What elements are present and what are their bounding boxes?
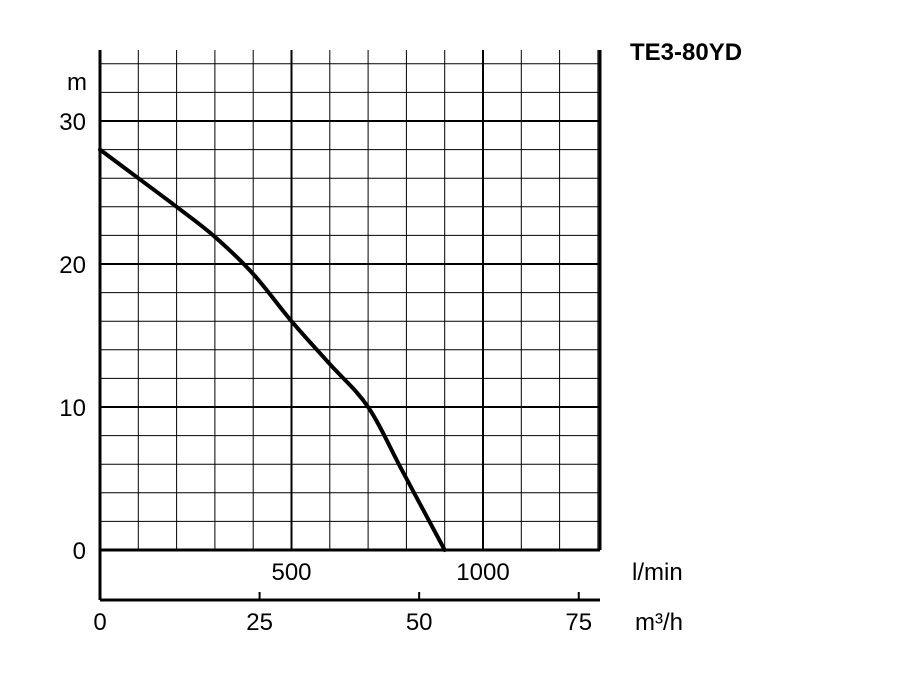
x-axis-unit-primary: l/min [632,559,683,586]
x-axis-unit-secondary: m³/h [635,609,683,636]
y-tick-label: 20 [59,252,86,279]
x-tick-label-primary: 500 [271,559,311,586]
chart-title: TE3-80YD [630,39,742,66]
curve-layer [98,147,447,552]
pump-curve-line [98,147,447,552]
x-tick-label-secondary: 25 [246,609,273,636]
axes [98,50,602,602]
y-tick-label: 30 [59,109,86,136]
y-tick-label: 0 [73,538,86,565]
x-tick-label-secondary: 50 [406,609,433,636]
labels: 0 10 20 30 500 1000 0 25 50 75 [59,109,592,636]
grid-major [100,50,600,551]
grid-minor [100,50,600,550]
y-axis-unit: m [67,69,87,96]
x-tick-label-secondary: 0 [93,609,106,636]
y-tick-label: 10 [59,395,86,422]
x-tick-label-primary: 1000 [456,559,509,586]
x-tick-label-secondary: 75 [565,609,592,636]
